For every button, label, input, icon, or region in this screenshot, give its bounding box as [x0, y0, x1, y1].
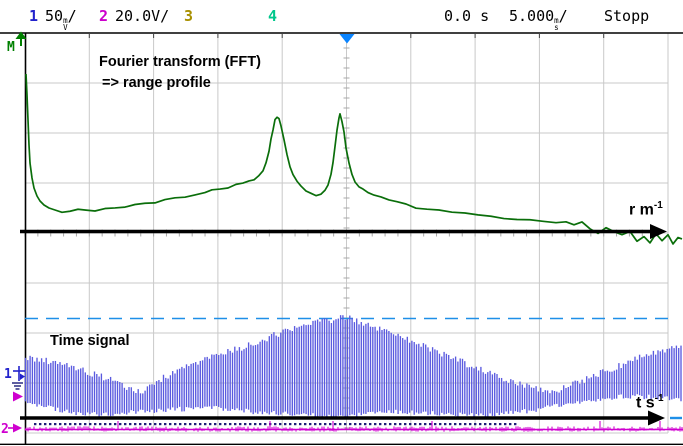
channel-4-button[interactable]: 4	[268, 7, 278, 25]
annotation-time-signal: Time signal	[50, 333, 130, 349]
t-axis-exponent: -1	[654, 393, 664, 404]
channel-2-ground-marker[interactable]: 2	[1, 422, 22, 437]
scope-header: 1 50 m V/ 2 20.0V/ 3 4 0.0 s 5.000 m s / Stop…	[0, 0, 683, 32]
channel-1-button[interactable]: 1	[29, 7, 39, 25]
time-signal-trace	[24, 315, 682, 419]
timebase-readout[interactable]: 5.000 m s /	[509, 7, 568, 32]
ch1-scale-value: 50	[45, 7, 64, 25]
annotation-fft: Fourier transform (FFT) => range profile	[99, 52, 261, 94]
ch1-right-edge-level-marker	[670, 416, 682, 420]
r-axis-label: r m-1	[629, 200, 663, 219]
channel-2-button[interactable]: 2	[99, 7, 109, 25]
trigger-position-marker[interactable]	[339, 34, 355, 44]
r-axis-exponent: -1	[653, 200, 663, 211]
t-axis-label: t s-1	[636, 393, 664, 412]
annotation-fft-line2: => range profile	[102, 75, 211, 91]
svg-text:1: 1	[4, 367, 12, 382]
channel-2-scale[interactable]: 20.0V/	[115, 7, 170, 25]
annotation-axes	[20, 224, 667, 426]
channel-1-scale[interactable]: 50 m V /	[45, 7, 77, 32]
fft-trace	[25, 73, 683, 245]
run-state-indicator[interactable]: Stopp	[604, 7, 650, 25]
svg-text:2: 2	[1, 422, 9, 437]
channel-3-button[interactable]: 3	[184, 7, 194, 25]
delay-readout[interactable]: 0.0 s	[444, 7, 490, 25]
left-edge-markers: M 1 2	[1, 31, 27, 437]
time-trace-clip-dots	[34, 423, 517, 426]
channel-1-ground-marker[interactable]: 1	[4, 366, 25, 402]
channel-2-trace	[25, 421, 683, 432]
channel-2-level-arrow	[13, 391, 23, 402]
svg-text:M: M	[7, 40, 15, 55]
math-channel-marker[interactable]: M	[7, 31, 27, 56]
annotation-fft-line1: Fourier transform (FFT)	[99, 54, 261, 70]
